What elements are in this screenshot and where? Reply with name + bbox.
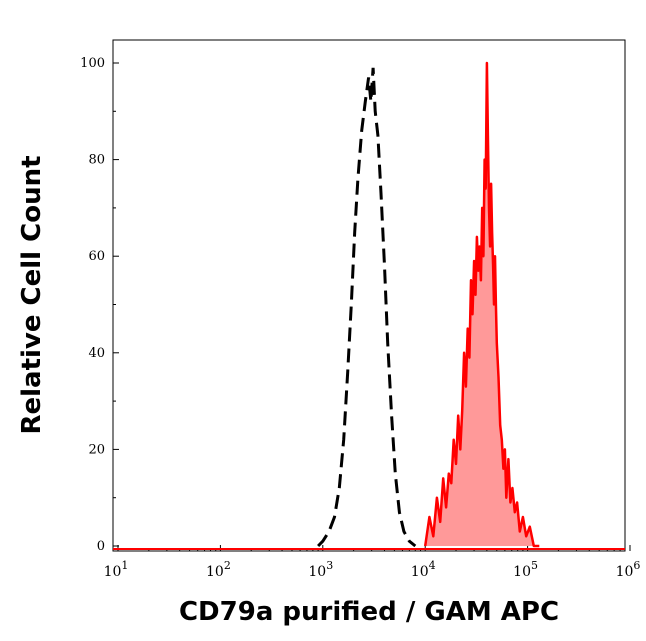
plot-frame [112,39,626,552]
y-tick-label: 40 [88,346,105,361]
x-tick-label: 106 [616,559,641,580]
y-tick-label: 100 [80,56,105,71]
y-axis-title: Relative Cell Count [17,155,47,434]
y-tick-label: 20 [88,442,105,457]
y-tick-label: 0 [97,539,105,554]
x-tick-label: 105 [513,559,538,580]
x-tick-label: 103 [308,559,333,580]
y-tick-label: 80 [88,153,105,168]
x-tick-label: 101 [104,559,129,580]
series-line-dashed [317,67,417,548]
x-tick-label: 104 [411,559,436,580]
x-axis-title: CD79a purified / GAM APC [179,597,559,627]
x-tick-label: 102 [206,559,231,580]
y-tick-label: 60 [88,249,105,264]
series-area-fill [425,63,540,546]
series-line-solid [423,61,540,548]
